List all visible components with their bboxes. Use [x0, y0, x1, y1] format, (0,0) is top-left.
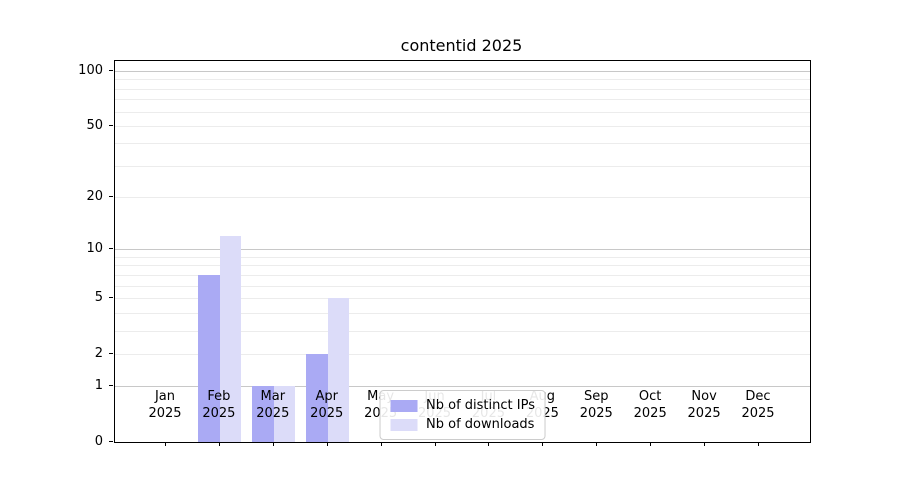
legend-swatch-downloads — [390, 418, 418, 431]
y-tick-mark — [109, 70, 113, 71]
y-tick-label: 0 — [94, 434, 103, 449]
bar-distinct-ips — [198, 274, 220, 442]
gridline-minor — [115, 265, 810, 267]
x-tick-mark — [434, 442, 436, 446]
x-tick-label: Feb 2025 — [202, 389, 236, 421]
gridline-minor — [115, 99, 810, 101]
gridline-minor — [115, 197, 810, 199]
bar-distinct-ips — [306, 353, 328, 442]
y-tick-label: 1 — [94, 378, 103, 394]
x-tick-label: Dec 2025 — [741, 389, 775, 421]
bar-downloads — [219, 235, 242, 442]
gridline-minor — [115, 353, 810, 355]
y-tick-mark — [109, 248, 113, 250]
x-tick-label: Jan 2025 — [148, 389, 182, 421]
y-tick-mark — [109, 385, 113, 387]
bar-distinct-ips — [252, 386, 274, 442]
legend: Nb of distinct IPs Nb of downloads — [379, 390, 546, 440]
y-tick-label: 5 — [94, 289, 103, 305]
gridline-minor — [115, 297, 810, 299]
x-tick-mark — [165, 442, 166, 446]
y-tick-label: 100 — [78, 63, 103, 78]
gridline-minor — [115, 330, 810, 332]
y-tick-label: 50 — [86, 117, 103, 133]
gridline-major — [115, 71, 810, 72]
gridline-minor — [115, 274, 810, 276]
gridline-minor — [115, 79, 810, 81]
x-tick-label: Apr 2025 — [310, 389, 344, 421]
x-tick-mark — [488, 442, 490, 446]
gridline-minor — [115, 111, 810, 113]
x-tick-label: Nov 2025 — [687, 389, 721, 421]
legend-label-downloads: Nb of downloads — [426, 417, 535, 432]
x-tick-mark — [758, 442, 759, 446]
x-tick-label: Oct 2025 — [633, 389, 667, 421]
x-tick-mark — [326, 442, 328, 446]
gridline-minor — [115, 88, 810, 90]
gridline-minor — [115, 256, 810, 258]
x-tick-mark — [650, 442, 652, 446]
gridline-major — [115, 249, 810, 251]
gridline-minor — [115, 143, 810, 145]
gridline-major — [115, 386, 810, 388]
gridline-minor — [115, 312, 810, 314]
gridline-minor — [115, 165, 810, 167]
y-tick-mark — [109, 196, 113, 198]
y-tick-label: 10 — [86, 241, 103, 257]
x-tick-mark — [380, 442, 382, 446]
y-tick-mark — [109, 352, 113, 354]
plot-area: Nb of distinct IPs Nb of downloads — [114, 60, 811, 443]
x-tick-mark — [218, 442, 220, 446]
legend-item-downloads: Nb of downloads — [390, 417, 535, 432]
gridline-minor — [115, 285, 810, 287]
bar-downloads — [273, 386, 296, 442]
y-tick-label: 20 — [86, 189, 103, 205]
legend-item-distinct-ips: Nb of distinct IPs — [390, 398, 535, 413]
x-tick-mark — [704, 442, 706, 446]
y-tick-label: 2 — [94, 345, 103, 361]
y-tick-mark — [109, 124, 113, 126]
x-tick-mark — [272, 442, 274, 446]
bar-downloads — [327, 297, 350, 442]
legend-swatch-distinct-ips — [390, 399, 418, 412]
y-tick-mark — [109, 441, 113, 442]
x-tick-mark — [542, 442, 544, 446]
legend-label-distinct-ips: Nb of distinct IPs — [426, 398, 535, 413]
x-tick-mark — [596, 442, 598, 446]
x-tick-label: Sep 2025 — [579, 389, 613, 421]
y-tick-mark — [109, 296, 113, 298]
chart-title: contentid 2025 — [400, 36, 523, 55]
gridline-minor — [115, 125, 810, 127]
x-tick-label: Mar 2025 — [256, 389, 290, 421]
